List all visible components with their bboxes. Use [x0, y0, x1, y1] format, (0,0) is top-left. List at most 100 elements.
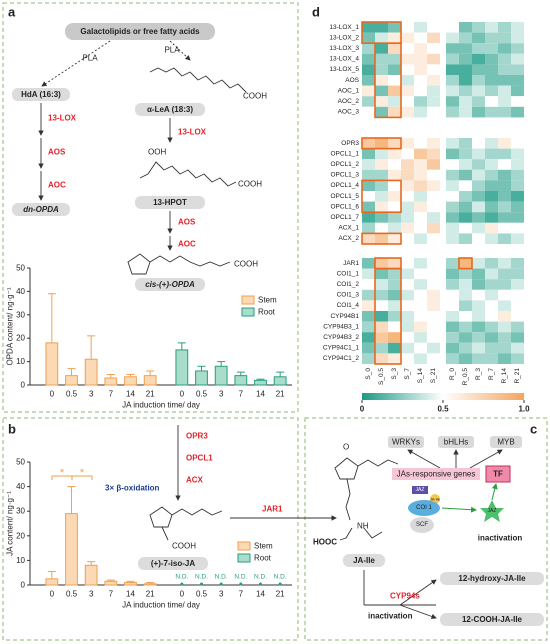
- heatmap-cell: [401, 300, 414, 311]
- structure: [149, 67, 247, 93]
- heatmap-cell: [414, 279, 427, 290]
- heatmap-cell: [459, 212, 472, 223]
- enzyme: 13-LOX: [48, 114, 77, 123]
- heatmap-cell: [485, 201, 498, 213]
- heatmap-cell: [388, 85, 401, 97]
- heatmap-cell: [388, 321, 401, 333]
- heatmap-cell: [375, 191, 388, 202]
- heatmap-cell: [459, 201, 472, 213]
- heatmap-cell: [414, 212, 427, 223]
- heatmap-cell: [459, 233, 472, 244]
- structure: [127, 253, 151, 275]
- heatmap-cell: [375, 222, 388, 234]
- node: [343, 554, 385, 567]
- node-label: α-LeA (18:3): [147, 105, 193, 114]
- heatmap-cell: [498, 85, 511, 97]
- heatmap-cell: [362, 279, 375, 290]
- heatmap-cell: [427, 201, 440, 213]
- heatmap-cell: [511, 279, 524, 290]
- heatmap-cell: [401, 268, 414, 280]
- x-tick-label: 7: [239, 390, 244, 399]
- heatmap-cell: [459, 180, 472, 191]
- column-label: S_21: [430, 368, 437, 384]
- heatmap-cell: [414, 268, 427, 280]
- row-label: OPCL1_2: [330, 161, 359, 168]
- node: [410, 517, 434, 533]
- heatmap-cell: [362, 268, 375, 280]
- bar: [254, 379, 267, 386]
- column-label: S_3: [391, 368, 398, 380]
- heatmap-cell: [388, 96, 401, 107]
- bar: [143, 583, 157, 586]
- node: [490, 436, 522, 448]
- bar: [84, 564, 98, 586]
- heatmap-cell: [511, 191, 524, 202]
- bar: [234, 375, 248, 386]
- node-label: 12-COOH-JA-Ile: [462, 615, 523, 624]
- heatmap-cell: [498, 279, 511, 290]
- bar: [65, 513, 78, 586]
- column-label: R_7: [488, 368, 495, 380]
- node: [440, 572, 544, 585]
- bar: [45, 578, 59, 586]
- legend-swatch: [241, 295, 255, 305]
- heatmap-cell: [401, 53, 414, 65]
- arrow: [491, 483, 498, 501]
- row-label: OPCL1_4: [330, 182, 359, 189]
- heatmap-cell: [427, 332, 440, 343]
- heatmap-cell: [511, 180, 524, 191]
- note: inactivation: [368, 612, 413, 621]
- heatmap-cell: [472, 159, 485, 170]
- heatmap-cell: [375, 353, 388, 364]
- group: COOH: [243, 92, 267, 101]
- node-label: cis-(+)-OPDA: [145, 280, 195, 289]
- heatmap-cell: [498, 106, 511, 118]
- row-label: OPCL1_5: [330, 193, 359, 200]
- heatmap-cell: [472, 106, 485, 118]
- heatmap-cell: [427, 169, 440, 181]
- heatmap-cell: [388, 311, 401, 322]
- enzyme: PLA: [82, 54, 98, 63]
- bar: [124, 376, 137, 386]
- heatmap-cell: [511, 311, 524, 322]
- heatmap-cell: [388, 300, 401, 311]
- pathway-a: a Galactolipids or free fatty acids PLA …: [8, 5, 267, 291]
- node: [12, 88, 70, 101]
- highlight-box: [374, 267, 402, 365]
- heatmap-cell: [362, 300, 375, 311]
- heatmap-cell: [446, 159, 459, 170]
- heatmap-cell: [446, 53, 459, 65]
- heatmap-cell: [401, 85, 414, 97]
- heatmap-cell: [375, 85, 388, 97]
- heatmap-cell: [362, 191, 375, 202]
- node: [135, 278, 205, 291]
- heatmap-cell: [485, 222, 498, 234]
- heatmap-cell: [498, 289, 511, 301]
- heatmap-cell: [472, 212, 485, 223]
- group: NH: [357, 522, 369, 531]
- heatmap-cell: [485, 22, 498, 33]
- legend-label: Root: [254, 554, 272, 563]
- heatmap-cell: [459, 53, 472, 65]
- heatmap-cell: [401, 191, 414, 202]
- heatmap-cell: [362, 201, 375, 213]
- heatmap-cell: [472, 258, 485, 269]
- annotation: *: [60, 467, 65, 479]
- heatmap-cell: [472, 85, 485, 97]
- panel-label: b: [8, 422, 16, 437]
- heatmap-cell: [362, 96, 375, 107]
- heatmap-cell: [498, 201, 511, 213]
- heatmap-cell: [388, 159, 401, 170]
- heatmap-cell: [459, 148, 472, 160]
- heatmap-cell: [414, 233, 427, 244]
- heatmap-cell: [459, 85, 472, 97]
- node: [138, 557, 208, 570]
- heatmap-cell: [427, 43, 440, 54]
- node: [408, 500, 440, 516]
- heatmap-cell: [498, 180, 511, 191]
- heatmap-cell: [388, 268, 401, 280]
- heatmap-cell: [485, 64, 498, 75]
- node: [65, 23, 215, 40]
- y-tick-label: 40: [16, 287, 25, 296]
- heatmap-cell: [472, 64, 485, 75]
